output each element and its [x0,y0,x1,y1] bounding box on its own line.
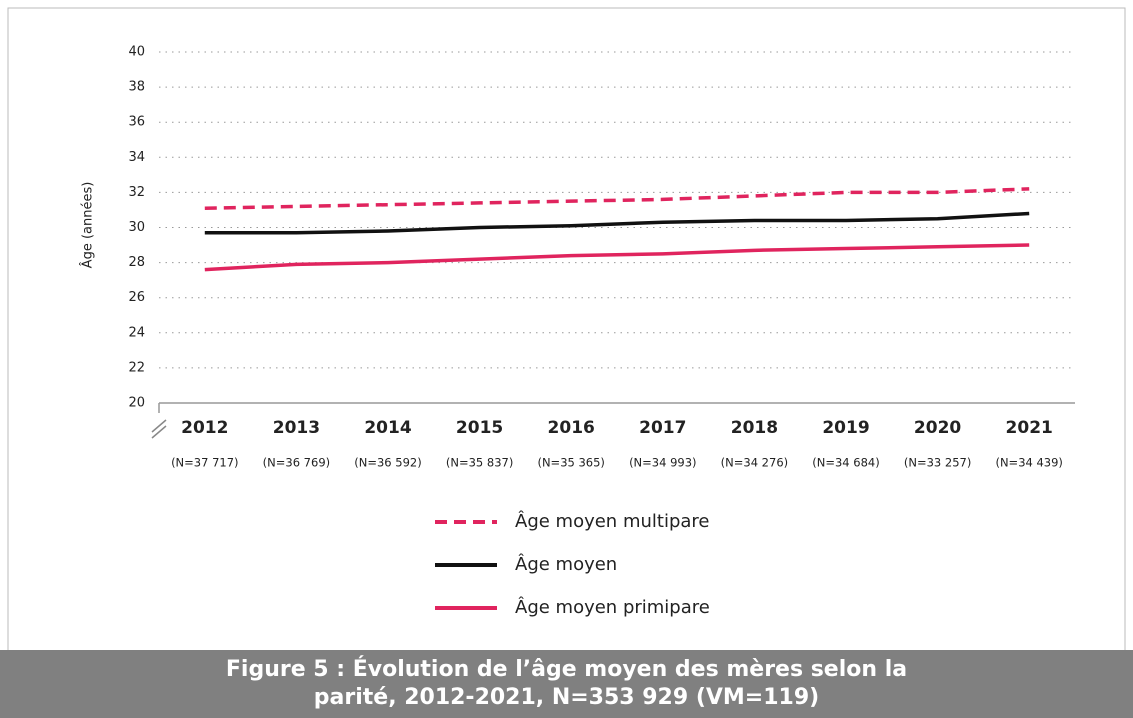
data-line [204,243,1030,272]
x-tick-label: 2018 [731,418,778,438]
x-tick-sublabel: (N=33 257) [904,456,971,470]
y-axis-label: Âge (années) [80,182,96,269]
y-tick-label: 38 [128,80,145,95]
legend-label: Âge moyen primipare [515,596,710,618]
x-tick-label: 2016 [548,418,595,438]
legend-label: Âge moyen [515,553,617,575]
x-tick-label: 2017 [639,418,686,438]
caption-bar: Figure 5 : Évolution de l’âge moyen des … [0,650,1133,718]
x-tick-sublabel: (N=34 684) [812,456,879,470]
x-tick-label: 2019 [822,418,869,438]
x-tick-sublabel: (N=34 276) [721,456,788,470]
x-tick-sublabel: (N=34 993) [629,456,696,470]
y-tick-label: 36 [128,115,145,130]
x-tick-sublabel: (N=35 837) [446,456,513,470]
y-tick-label: 32 [128,185,145,200]
x-tick-label: 2021 [1006,418,1053,438]
y-tick-label: 34 [128,150,145,165]
x-tick-label: 2013 [273,418,320,438]
y-tick-label: 24 [128,325,145,340]
x-tick-label: 2012 [181,418,228,438]
y-tick-label: 20 [128,396,145,411]
y-tick-label: 22 [128,360,145,375]
y-tick-label: 30 [128,220,145,235]
data-line [204,211,1030,235]
chart-title: Figure 5 : Évolution de l’âge moyen des … [225,657,908,710]
chart: Âge (années) 20 22 24 26 28 30 32 34 36 38 40 2012 (… [7,7,1126,650]
x-tick-label: 2020 [914,418,961,438]
x-tick-sublabel: (N=35 365) [537,456,604,470]
y-tick-label: 40 [128,45,145,60]
legend-label: Âge moyen multipare [515,510,709,532]
data-line [204,187,1030,210]
x-tick-label: 2015 [456,418,503,438]
x-tick-sublabel: (N=36 769) [263,456,330,470]
x-tick-sublabel: (N=36 592) [354,456,421,470]
y-tick-label: 26 [128,290,145,305]
y-tick-label: 28 [128,255,145,270]
x-tick-sublabel: (N=37 717) [171,456,238,470]
axis-break [151,419,167,439]
x-tick-sublabel: (N=34 439) [995,456,1062,470]
frame [7,7,1126,650]
x-tick-label: 2014 [364,418,411,438]
